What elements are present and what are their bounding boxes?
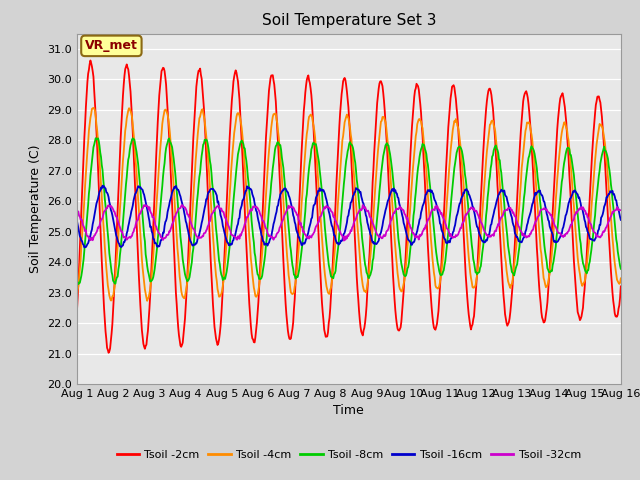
Tsoil -4cm (73, 295, 81, 300)
Tsoil -4cm (617, 276, 625, 281)
Title: Soil Temperature Set 3: Soil Temperature Set 3 (262, 13, 436, 28)
Tsoil -4cm (140, 273, 147, 278)
Tsoil -4cm (83, 160, 90, 166)
Tsoil -2cm (73, 311, 81, 317)
Tsoil -16cm (81, 244, 88, 250)
Tsoil -8cm (224, 257, 232, 263)
Tsoil -32cm (340, 238, 348, 243)
Line: Tsoil -8cm: Tsoil -8cm (77, 138, 621, 284)
Tsoil -2cm (617, 284, 625, 289)
Tsoil -8cm (417, 150, 424, 156)
Tsoil -32cm (194, 235, 202, 241)
Tsoil -8cm (196, 174, 204, 180)
Y-axis label: Soil Temperature (C): Soil Temperature (C) (29, 144, 42, 273)
Line: Tsoil -32cm: Tsoil -32cm (77, 205, 621, 240)
Tsoil -32cm (223, 218, 230, 224)
Tsoil -2cm (196, 68, 204, 74)
Tsoil -16cm (417, 216, 424, 221)
Line: Tsoil -2cm: Tsoil -2cm (77, 60, 621, 353)
Tsoil -2cm (140, 344, 148, 349)
Tsoil -2cm (83, 91, 90, 97)
Legend: Tsoil -2cm, Tsoil -4cm, Tsoil -8cm, Tsoil -16cm, Tsoil -32cm: Tsoil -2cm, Tsoil -4cm, Tsoil -8cm, Tsoi… (112, 445, 586, 465)
Tsoil -4cm (417, 118, 424, 123)
Tsoil -16cm (84, 241, 92, 247)
X-axis label: Time: Time (333, 405, 364, 418)
Tsoil -4cm (433, 285, 440, 290)
Tsoil -8cm (84, 212, 92, 217)
Tsoil -2cm (105, 350, 113, 356)
Tsoil -4cm (196, 115, 204, 121)
Tsoil -16cm (196, 231, 204, 237)
Tsoil -32cm (83, 233, 90, 239)
Line: Tsoil -4cm: Tsoil -4cm (77, 108, 621, 301)
Tsoil -32cm (139, 206, 147, 212)
Tsoil -8cm (74, 281, 82, 287)
Tsoil -8cm (140, 233, 148, 239)
Tsoil -8cm (433, 250, 440, 255)
Tsoil -16cm (99, 183, 106, 189)
Tsoil -16cm (617, 217, 625, 223)
Tsoil -8cm (92, 135, 100, 141)
Tsoil -2cm (433, 324, 440, 330)
Tsoil -32cm (617, 207, 625, 213)
Line: Tsoil -16cm: Tsoil -16cm (77, 186, 621, 247)
Tsoil -32cm (433, 205, 440, 211)
Tsoil -16cm (433, 201, 440, 206)
Tsoil -2cm (86, 58, 94, 63)
Tsoil -32cm (73, 207, 81, 213)
Tsoil -16cm (73, 217, 81, 223)
Tsoil -4cm (90, 105, 97, 111)
Tsoil -16cm (224, 240, 232, 246)
Tsoil -32cm (359, 202, 367, 208)
Text: VR_met: VR_met (85, 39, 138, 52)
Tsoil -16cm (140, 192, 148, 198)
Tsoil -4cm (224, 218, 232, 224)
Tsoil -8cm (73, 277, 81, 283)
Tsoil -2cm (224, 168, 232, 173)
Tsoil -4cm (143, 298, 151, 304)
Tsoil -32cm (417, 233, 424, 239)
Tsoil -8cm (617, 266, 625, 272)
Tsoil -2cm (417, 101, 424, 107)
